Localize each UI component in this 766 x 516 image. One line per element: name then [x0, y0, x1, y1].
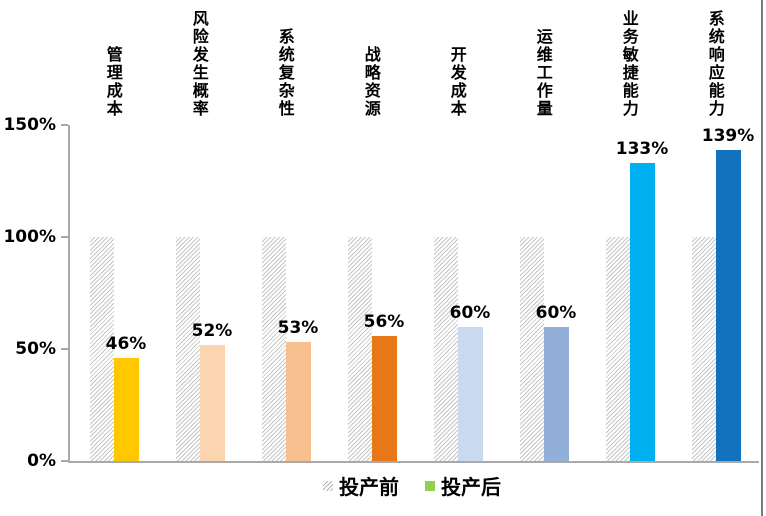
category-label: 管理成本 — [103, 46, 123, 118]
bar-before — [176, 237, 200, 461]
y-axis-label: 0% — [27, 451, 56, 471]
bar-after — [716, 149, 741, 461]
category-label: 风险发生概率 — [189, 10, 209, 118]
bar-before — [434, 237, 458, 461]
screenshot-right-border — [761, 0, 763, 516]
y-axis-label: 150% — [3, 115, 56, 135]
value-label: 53% — [277, 318, 319, 339]
bar-group: 52% — [176, 125, 232, 461]
value-label: 139% — [701, 125, 755, 146]
bar-after — [630, 163, 655, 461]
bar-group: 133% — [606, 125, 668, 461]
y-axis-label: 100% — [3, 227, 56, 247]
bar-after — [544, 326, 569, 461]
y-axis-label: 50% — [15, 339, 56, 359]
value-label: 60% — [535, 302, 577, 323]
legend-item-before: 投产前 — [323, 471, 399, 500]
bar-after — [372, 335, 397, 461]
legend-swatch-green-icon — [425, 480, 435, 491]
bar-before — [262, 237, 286, 461]
plot-area: 46% 52% 53% 56% 60% 60% 133% 139% — [61, 124, 759, 463]
bar-group: 53% — [262, 125, 318, 461]
bar-before — [692, 237, 716, 461]
bar-after — [114, 357, 139, 461]
bar-group: 46% — [90, 125, 146, 461]
value-label: 60% — [449, 302, 491, 323]
bar-group: 60% — [434, 125, 490, 461]
value-label: 52% — [191, 320, 233, 341]
category-label: 战略资源 — [361, 46, 381, 118]
y-axis-tick — [61, 348, 68, 350]
legend-swatch-hatched-icon — [323, 480, 333, 491]
value-label: 46% — [105, 333, 147, 354]
bar-group: 139% — [692, 125, 754, 461]
category-label: 系统复杂性 — [275, 28, 295, 118]
legend-label-after: 投产后 — [441, 475, 501, 499]
legend-item-after: 投产后 — [425, 471, 501, 500]
legend-label-before: 投产前 — [339, 475, 399, 499]
category-label: 业务敏捷能力 — [619, 10, 639, 118]
bar-before — [606, 237, 630, 461]
bar-before — [90, 237, 114, 461]
category-label: 系统响应能力 — [705, 10, 725, 118]
y-axis-tick — [61, 236, 68, 238]
bar-after — [458, 326, 483, 461]
category-label: 运维工作量 — [533, 28, 553, 118]
bar-after — [200, 344, 225, 461]
bar-before — [520, 237, 544, 461]
bar-after — [286, 342, 311, 461]
bar-before — [348, 237, 372, 461]
chart-legend: 投产前 投产后 — [0, 471, 766, 500]
y-axis-tick — [61, 124, 68, 126]
bar-group: 56% — [348, 125, 404, 461]
category-label: 开发成本 — [447, 46, 467, 118]
y-axis-tick — [61, 460, 68, 462]
bar-group: 60% — [520, 125, 576, 461]
value-label: 133% — [615, 139, 669, 160]
value-label: 56% — [363, 311, 405, 332]
